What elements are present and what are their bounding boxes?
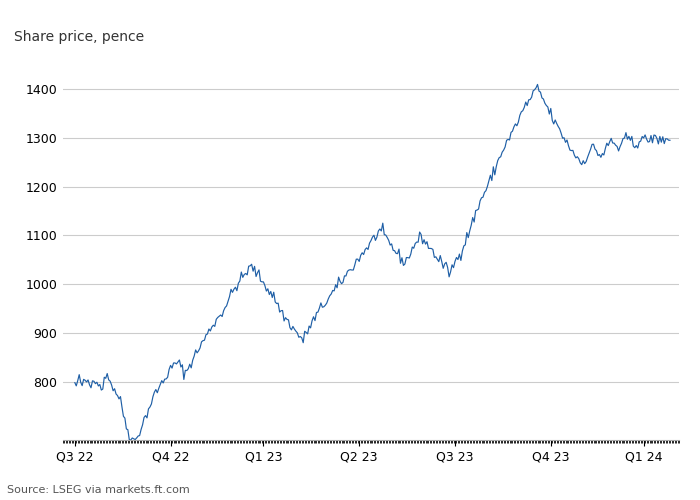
Text: Source: LSEG via markets.ft.com: Source: LSEG via markets.ft.com <box>7 485 190 495</box>
Text: Share price, pence: Share price, pence <box>14 30 144 44</box>
